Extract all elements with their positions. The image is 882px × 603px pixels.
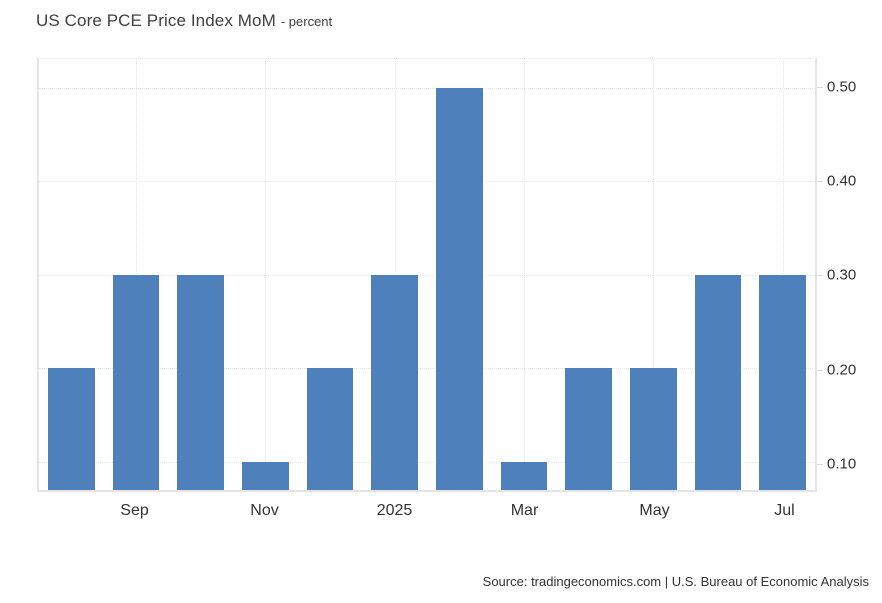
x-axis: Sep Nov 2025 Mar May Jul: [37, 494, 817, 524]
x-axis-tick-label: Nov: [250, 502, 279, 519]
bar-Jul-2025[interactable]: [759, 274, 806, 490]
y-axis-tick: [817, 181, 823, 183]
v-gridline: [265, 59, 267, 490]
h-gridline: [39, 368, 815, 370]
y-axis-tick: [817, 87, 823, 89]
bar-Feb-2025[interactable]: [436, 87, 483, 490]
x-axis-tick-label: May: [639, 502, 670, 519]
v-gridline: [394, 59, 396, 490]
v-gridline: [653, 59, 655, 490]
x-axis-tick-label: Sep: [120, 502, 149, 519]
bar-slot: [621, 59, 686, 490]
bar-slot: [233, 59, 298, 490]
y-axis-tick: [817, 369, 823, 371]
bar-slot: [362, 59, 427, 490]
bar-Dec-2024[interactable]: [306, 368, 354, 490]
x-axis-tick-label: Jul: [774, 502, 795, 519]
bar-Apr-2025[interactable]: [565, 368, 612, 490]
v-gridline: [524, 59, 525, 490]
y-axis-tick-label: 0.20: [827, 361, 857, 379]
v-gridline: [782, 59, 784, 490]
bar-Sep-2024[interactable]: [112, 274, 160, 490]
bar-Aug-2024[interactable]: [48, 368, 95, 490]
bar-slot: [39, 59, 104, 490]
bar-May-2025[interactable]: [630, 368, 677, 490]
bars-layer: [39, 59, 815, 490]
y-axis-tick-label: 0.10: [827, 455, 857, 473]
y-axis-tick-label: 0.50: [827, 78, 857, 96]
bar-slot: [104, 59, 169, 490]
bar-slot: [298, 59, 363, 490]
bar-slot: [168, 59, 233, 490]
h-gridline: [39, 461, 815, 463]
source-attribution: Source: tradingeconomics.com | U.S. Bure…: [482, 574, 869, 589]
bar-Mar-2025[interactable]: [500, 461, 548, 490]
bar-slot: [556, 59, 621, 490]
plot-area: [37, 58, 817, 492]
bar-slot: [492, 59, 557, 490]
y-axis-tick: [817, 463, 823, 465]
bar-Oct-2024[interactable]: [177, 274, 224, 490]
h-gridline: [39, 87, 815, 89]
chart-title-text: US Core PCE Price Index MoM: [36, 11, 276, 30]
h-gridline: [39, 274, 815, 276]
h-gridline: [39, 181, 815, 183]
bar-Nov-2024[interactable]: [242, 461, 289, 490]
bar-slot: [427, 59, 492, 490]
y-axis-tick-label: 0.30: [827, 266, 857, 284]
x-axis-tick-label: 2025: [376, 502, 413, 519]
x-axis-tick-label: Mar: [510, 502, 539, 519]
bar-Jun-2025[interactable]: [694, 274, 742, 490]
bar-slot: [686, 59, 751, 490]
bar-Jan-2025[interactable]: [371, 274, 418, 490]
y-axis-tick-label: 0.40: [827, 172, 857, 190]
chart-title: US Core PCE Price Index MoM - percent: [36, 11, 332, 31]
v-gridline: [136, 59, 137, 490]
y-axis-tick: [817, 275, 823, 277]
chart-unit-label: - percent: [280, 14, 333, 29]
bar-slot: [750, 59, 815, 490]
y-axis: 0.10 0.20 0.30 0.40 0.50: [817, 58, 882, 492]
